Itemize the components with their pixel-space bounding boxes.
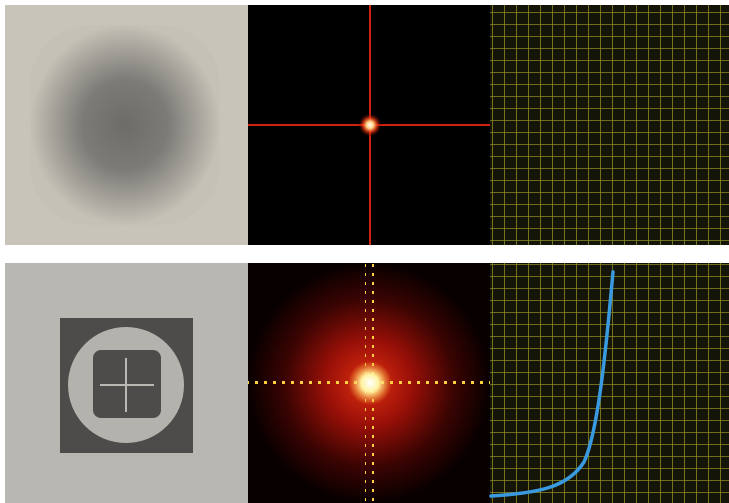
spectrum-core bbox=[348, 361, 392, 405]
page: {} html, body { margin: 0; padding: 0; b… bbox=[0, 0, 729, 503]
blurred-shape bbox=[30, 25, 220, 225]
grid-panel bbox=[490, 5, 729, 245]
spectrum-peak bbox=[358, 113, 382, 137]
page-body bbox=[0, 0, 729, 503]
figure bbox=[0, 0, 729, 503]
